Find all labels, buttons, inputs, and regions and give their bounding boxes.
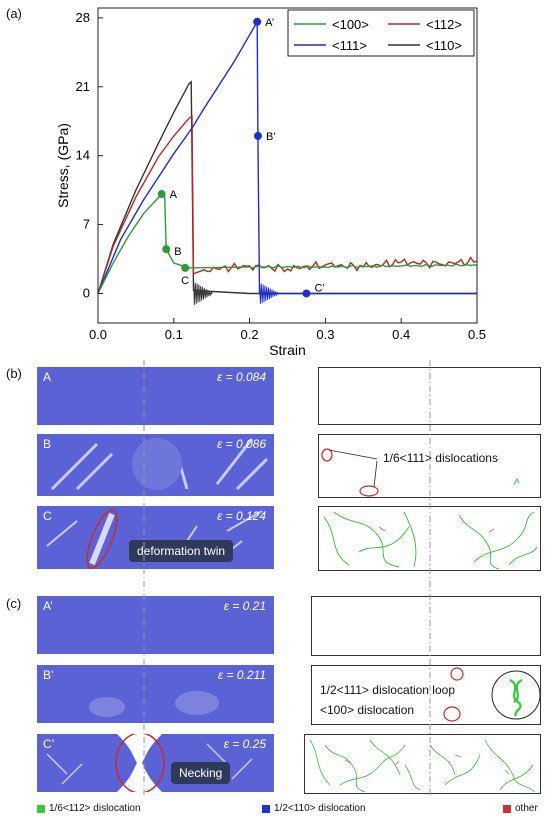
snapshot-tag: B xyxy=(43,437,52,451)
strain-label: ε = 0.21 xyxy=(223,599,266,613)
snapshot-C: C ε = 0.124 deformation twin xyxy=(37,506,274,569)
strain-label: ε = 0.124 xyxy=(217,509,266,523)
legend-item-shockley: 1/6<112> dislocation xyxy=(37,803,141,814)
legend-entry: <111> xyxy=(332,38,367,53)
loop-marks xyxy=(443,667,540,722)
y-axis-label: Stress, (GPa) xyxy=(55,123,71,208)
marker-point xyxy=(253,17,262,26)
x-tick-label: 0.1 xyxy=(165,327,183,342)
snapshot-tag: C xyxy=(43,509,52,523)
snapshot-tag: C’ xyxy=(43,737,55,751)
series-line-100 xyxy=(97,193,477,294)
snapshot-tag: B’ xyxy=(43,668,54,682)
legend-label: other xyxy=(515,803,538,814)
series-line-111 xyxy=(97,19,477,295)
snapshot-C-prime: C’ ε = 0.25 Necking xyxy=(37,734,274,792)
legend-item-other: other xyxy=(503,803,538,814)
x-tick-label: 0.5 xyxy=(468,327,486,342)
y-tick-label: 7 xyxy=(83,217,90,232)
legend-entry: <100> xyxy=(332,17,369,32)
strain-label: ε = 0.084 xyxy=(217,370,266,384)
legend-label: 1/6<112> dislocation xyxy=(49,803,141,814)
y-tick-label: 21 xyxy=(76,79,90,94)
necking-region xyxy=(46,734,253,792)
snapshot-tag: A’ xyxy=(43,599,53,613)
x-tick-label: 0.0 xyxy=(89,327,107,342)
y-tick-label: 0 xyxy=(83,285,90,300)
snapshot-B-prime: B’ ε = 0.211 xyxy=(37,665,274,723)
marker-point xyxy=(162,245,171,254)
series-line-110 xyxy=(97,80,477,295)
defect-patches xyxy=(89,691,219,717)
divider-lines xyxy=(143,360,431,798)
strain-label: ε = 0.25 xyxy=(223,737,266,751)
panel-label-b: (b) xyxy=(6,366,22,381)
partial-dislocation-label: 1/6<111> dislocations xyxy=(383,451,498,465)
necking-label: Necking xyxy=(171,762,231,784)
dislocation-100-label: <100> dislocation xyxy=(320,703,415,717)
stress-strain-chart: A B C A’ B’ C’ 0.0 0.1 0.2 0.3 0.4 0.5 0 7 14 21 28 Stra… xyxy=(55,7,486,358)
legend-item-perfect: 1/2<110> dislocation xyxy=(262,803,366,814)
panel-label-a: (a) xyxy=(6,6,22,21)
legend-entry: <112> xyxy=(426,17,462,32)
x-tick-label: 0.4 xyxy=(392,327,410,342)
twin-label: deformation twin xyxy=(129,540,234,562)
marker-label: A xyxy=(170,189,178,201)
marker-point xyxy=(157,190,166,199)
y-tick-label: 14 xyxy=(76,148,90,163)
ringing-111 xyxy=(259,282,279,305)
series-line-112 xyxy=(97,115,478,294)
partial-dislocation-marks xyxy=(321,448,520,497)
x-axis-label: Strain xyxy=(269,342,306,358)
marker-label: A’ xyxy=(265,17,274,29)
legend-swatch xyxy=(37,804,45,813)
marker-point xyxy=(302,289,311,298)
marker-label: C’ xyxy=(314,282,324,294)
loop-label: 1/2<111> dislocation loop xyxy=(320,683,455,697)
panel-label-c: (c) xyxy=(6,596,22,611)
marker-point xyxy=(181,263,190,272)
plot-frame xyxy=(97,7,478,324)
marker-label: B’ xyxy=(266,131,276,143)
legend-label: 1/2<110> dislocation xyxy=(274,803,366,814)
dense-dislocation-network xyxy=(309,739,536,793)
marker-point xyxy=(253,131,262,140)
legend-swatch xyxy=(503,804,511,813)
marker-label: C xyxy=(181,275,189,287)
legend-entry: <110> xyxy=(426,38,462,53)
marker-label: B xyxy=(174,246,181,258)
strain-label: ε = 0.086 xyxy=(217,437,266,451)
x-tick-label: 0.2 xyxy=(241,327,259,342)
x-tick-label: 0.3 xyxy=(316,327,334,342)
dislocation-network xyxy=(323,511,538,570)
dislocation-map-B-prime: 1/2<111> dislocation loop <100> dislocat… xyxy=(311,665,541,725)
y-tick-label: 28 xyxy=(76,10,90,25)
twin-bands xyxy=(46,509,263,569)
dislocation-map-A-prime xyxy=(311,596,541,656)
snapshot-tag: A xyxy=(43,370,52,384)
legend-swatch xyxy=(262,804,270,813)
snapshot-B: B ε = 0.086 xyxy=(37,434,274,496)
dislocation-map-C-prime xyxy=(304,734,541,794)
strain-label: ε = 0.211 xyxy=(217,668,266,682)
snapshot-A-prime: A’ ε = 0.21 xyxy=(37,596,274,654)
chart-legend xyxy=(287,9,475,57)
snapshot-A: A ε = 0.084 xyxy=(37,367,274,425)
ringing-110 xyxy=(193,281,213,305)
